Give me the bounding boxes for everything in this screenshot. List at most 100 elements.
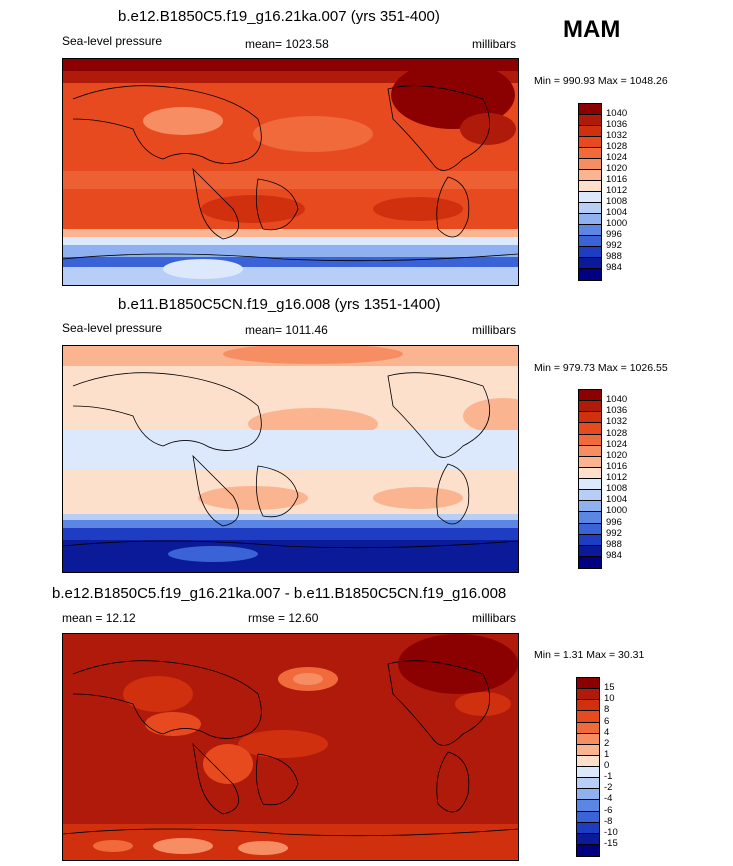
colorbar-swatch xyxy=(579,545,601,557)
colorbar-swatch xyxy=(577,711,599,723)
colorbar-swatch xyxy=(577,722,599,734)
colorbar-level-label: 10 xyxy=(604,693,615,705)
colorbar-swatch xyxy=(579,258,601,269)
colorbar-level-label: 984 xyxy=(606,549,622,561)
colorbar-swatch xyxy=(579,501,601,513)
colorbar-level-label: 992 xyxy=(606,240,622,251)
panel-2-colorbar xyxy=(578,389,602,569)
colorbar-level-label: 984 xyxy=(606,262,622,273)
colorbar-swatch xyxy=(579,390,601,402)
colorbar-swatch xyxy=(577,767,599,779)
colorbar-swatch xyxy=(577,844,599,856)
colorbar-swatch xyxy=(579,534,601,546)
panel-1-colorbar xyxy=(578,103,602,281)
colorbar-swatch xyxy=(579,192,601,203)
colorbar-swatch xyxy=(577,700,599,712)
colorbar-swatch xyxy=(577,733,599,745)
colorbar-level-label: 1008 xyxy=(606,196,628,207)
colorbar-swatch xyxy=(579,115,601,126)
colorbar-level-label: 15 xyxy=(604,682,615,694)
colorbar-swatch xyxy=(579,126,601,137)
colorbar-level-label: 1004 xyxy=(606,207,628,218)
colorbar-swatch xyxy=(579,137,601,148)
colorbar-level-label: 1028 xyxy=(606,427,628,439)
colorbar-level-label: 0 xyxy=(604,760,610,771)
colorbar-level-label: 1040 xyxy=(606,108,628,119)
colorbar-level-label: 1000 xyxy=(606,505,628,517)
colorbar-swatch xyxy=(577,822,599,834)
panel-2-minmax: Min = 979.73 Max = 1026.55 xyxy=(534,362,668,374)
colorbar-swatch xyxy=(577,744,599,756)
panel-2-map xyxy=(62,345,519,573)
colorbar-level-label: 1036 xyxy=(606,405,628,417)
colorbar-level-label: -8 xyxy=(604,815,613,827)
colorbar-swatch xyxy=(579,490,601,502)
colorbar-level-label: 1020 xyxy=(606,163,628,174)
colorbar-level-label: 1032 xyxy=(606,130,628,141)
panel-2-title: b.e11.B1850C5CN.f19_g16.008 (yrs 1351-14… xyxy=(118,296,441,313)
panel-3-map xyxy=(62,633,519,861)
colorbar-swatch xyxy=(579,412,601,424)
colorbar-level-label: 1008 xyxy=(606,483,628,495)
colorbar-swatch xyxy=(579,556,601,568)
colorbar-swatch xyxy=(579,104,601,115)
colorbar-swatch xyxy=(579,434,601,446)
colorbar-level-label: 996 xyxy=(606,229,622,240)
season-label: MAM xyxy=(563,16,621,43)
colorbar-swatch xyxy=(579,401,601,413)
colorbar-swatch xyxy=(579,523,601,535)
colorbar-swatch xyxy=(579,445,601,457)
panel-2-units: millibars xyxy=(472,323,517,337)
colorbar-swatch xyxy=(579,423,601,435)
panel-1-units: millibars xyxy=(472,37,517,51)
panel-1-map xyxy=(62,58,519,286)
colorbar-swatch xyxy=(579,225,601,236)
colorbar-level-label: 1020 xyxy=(606,449,628,461)
colorbar-swatch xyxy=(577,833,599,845)
colorbar-level-label: 1 xyxy=(604,748,610,760)
colorbar-level-label: 1028 xyxy=(606,141,628,152)
colorbar-level-label: 1032 xyxy=(606,416,628,428)
colorbar-level-label: 988 xyxy=(606,538,622,550)
colorbar-level-label: -2 xyxy=(604,782,613,794)
colorbar-level-label: 4 xyxy=(604,726,610,738)
colorbar-level-label: -6 xyxy=(604,804,613,816)
colorbar-level-label: 992 xyxy=(606,527,622,539)
colorbar-swatch xyxy=(577,755,599,767)
colorbar-swatch xyxy=(579,203,601,214)
colorbar-level-label: 6 xyxy=(604,715,610,727)
panel-2-mean: mean= 1011.46 xyxy=(245,323,328,337)
colorbar-swatch xyxy=(579,512,601,524)
panel-3-minmax: Min = 1.31 Max = 30.31 xyxy=(534,649,645,661)
colorbar-level-label: -4 xyxy=(604,793,613,805)
colorbar-swatch xyxy=(579,236,601,247)
colorbar-swatch xyxy=(579,181,601,192)
colorbar-swatch xyxy=(577,678,599,690)
colorbar-swatch xyxy=(579,159,601,170)
colorbar-level-label: 1036 xyxy=(606,119,628,130)
colorbar-level-label: 1000 xyxy=(606,218,628,229)
colorbar-level-label: 1012 xyxy=(606,472,628,483)
panel-3-units: millibars xyxy=(472,611,517,625)
colorbar-swatch xyxy=(579,456,601,468)
colorbar-swatch xyxy=(579,148,601,159)
colorbar-level-label: 1016 xyxy=(606,174,628,185)
colorbar-level-label: -1 xyxy=(604,771,613,783)
colorbar-swatch xyxy=(579,269,601,280)
colorbar-level-label: 988 xyxy=(606,251,622,262)
colorbar-level-label: 1024 xyxy=(606,152,628,163)
panel-3-title: b.e12.B1850C5.f19_g16.21ka.007 - b.e11.B… xyxy=(52,585,507,602)
colorbar-level-label: -10 xyxy=(604,826,618,838)
colorbar-swatch xyxy=(577,811,599,823)
colorbar-level-label: 1040 xyxy=(606,394,628,406)
colorbar-swatch xyxy=(577,800,599,812)
colorbar-swatch xyxy=(577,689,599,701)
colorbar-swatch xyxy=(579,479,601,491)
colorbar-swatch xyxy=(577,778,599,790)
panel-3-colorbar xyxy=(576,677,600,857)
colorbar-level-label: 1024 xyxy=(606,438,628,450)
colorbar-level-label: 1016 xyxy=(606,460,628,472)
panel-2-variable: Sea-level pressure xyxy=(62,321,163,335)
colorbar-swatch xyxy=(579,247,601,258)
colorbar-level-label: -15 xyxy=(604,837,618,849)
